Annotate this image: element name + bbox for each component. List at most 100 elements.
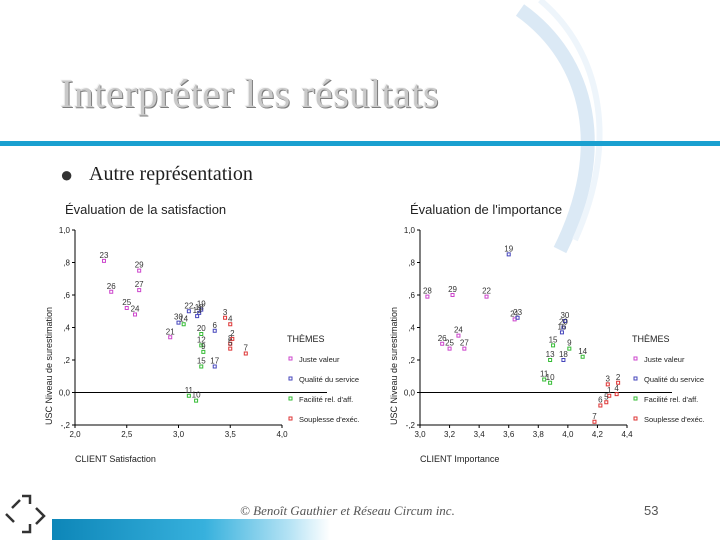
- data-label: 14: [179, 314, 188, 323]
- data-point: [186, 309, 191, 314]
- legend-entry: Juste valeur: [299, 355, 340, 364]
- data-label: 24: [454, 326, 463, 335]
- data-point: [484, 294, 489, 299]
- data-label: 1: [607, 386, 612, 395]
- y-tick-label: ,8: [408, 259, 415, 268]
- data-label: 25: [445, 339, 454, 348]
- x-tick-label: 4,4: [621, 430, 633, 439]
- legend-marker: [633, 376, 638, 381]
- data-point: [456, 333, 461, 338]
- y-tick-label: ,2: [63, 356, 70, 365]
- circum-logo: [5, 494, 46, 534]
- x-tick-label: 4,0: [562, 430, 574, 439]
- data-point: [194, 398, 199, 403]
- data-label: 9: [201, 342, 206, 351]
- data-point: [447, 346, 452, 351]
- data-label: 18: [559, 350, 568, 359]
- x-tick-label: 3,4: [474, 430, 486, 439]
- data-point: [197, 310, 202, 315]
- legend-entry: Facilité rel. d'aff.: [644, 395, 698, 404]
- data-point: [133, 312, 138, 317]
- data-point: [562, 319, 567, 323]
- data-point: [598, 403, 603, 408]
- page-number: 53: [644, 503, 659, 518]
- data-point: [137, 268, 142, 273]
- data-point: [199, 343, 204, 348]
- data-point: [542, 377, 547, 382]
- data-point: [181, 322, 186, 327]
- legend-marker: [288, 356, 293, 361]
- data-point: [616, 380, 621, 385]
- data-label: 5: [604, 392, 609, 401]
- data-point: [109, 289, 114, 294]
- legend-entry: Souplesse d'exéc.: [644, 415, 705, 424]
- data-label: 12: [197, 335, 206, 344]
- data-point: [506, 252, 511, 257]
- x-axis-label: CLIENT Importance: [420, 454, 499, 464]
- legend-entry: Juste valeur: [644, 355, 685, 364]
- slide-title: Interpréter les résultats: [60, 71, 440, 116]
- data-label: 11: [185, 386, 194, 395]
- data-point: [176, 320, 181, 325]
- data-label: 3: [606, 374, 611, 383]
- data-point: [101, 258, 106, 263]
- chart-title: Évaluation de l'importance: [410, 202, 562, 217]
- y-axis-label: USC Niveau de surestimation: [44, 307, 54, 425]
- y-tick-label: ,6: [408, 291, 415, 300]
- x-tick-label: 3,2: [444, 430, 456, 439]
- data-point: [614, 392, 619, 397]
- legend-title: THÈMES: [632, 334, 670, 344]
- satisfaction-chart: Évaluation de la satisfaction 1,0 ,8 ,6 ,4 ,2…: [44, 202, 360, 464]
- data-label: 17: [210, 357, 219, 366]
- y-tick-label: 1,0: [404, 226, 416, 235]
- data-point: [223, 315, 228, 320]
- data-point: [450, 293, 455, 297]
- x-tick-label: 4,2: [592, 430, 604, 439]
- data-point: [548, 358, 553, 362]
- footer-copyright: © Benoît Gauthier et Réseau Circum inc.: [240, 503, 455, 518]
- footer-bar: [52, 519, 330, 540]
- data-label: 14: [578, 347, 587, 356]
- data-label: 4: [614, 384, 619, 393]
- data-label: 10: [192, 391, 201, 400]
- data-label: 27: [135, 280, 144, 289]
- legend-marker: [288, 376, 293, 381]
- data-label: 26: [438, 334, 447, 343]
- data-label: 18: [195, 303, 204, 312]
- y-axis-label: USC Niveau de surestimation: [389, 307, 399, 425]
- data-point: [592, 419, 597, 424]
- data-point: [212, 364, 217, 369]
- data-label: 21: [510, 309, 519, 318]
- y-tick-label: ,4: [63, 324, 70, 333]
- data-point: [228, 346, 233, 351]
- bullet-text: Autre représentation: [89, 163, 253, 185]
- y-tick-label: 0,0: [59, 389, 71, 398]
- y-tick-label: ,2: [408, 356, 415, 365]
- x-tick-label: 2,5: [121, 430, 133, 439]
- data-label: 23: [513, 308, 522, 317]
- data-point: [243, 351, 248, 356]
- legend-marker: [633, 356, 638, 361]
- legend-entry: Qualité du service: [299, 375, 359, 384]
- data-label: 15: [549, 335, 558, 344]
- x-tick-label: 3,8: [533, 430, 545, 439]
- data-label: 5: [228, 339, 233, 348]
- data-point: [462, 346, 467, 351]
- data-point: [580, 354, 585, 359]
- y-tick-label: ,6: [63, 291, 70, 300]
- data-point: [548, 380, 553, 385]
- x-tick-label: 3,0: [173, 430, 185, 439]
- data-point: [186, 393, 191, 398]
- data-label: 10: [546, 373, 555, 382]
- data-label: 25: [122, 298, 131, 307]
- data-label: 7: [592, 412, 597, 421]
- data-label: 6: [212, 321, 217, 330]
- data-label: 2: [616, 373, 621, 382]
- x-tick-label: 3,6: [503, 430, 515, 439]
- data-label: 30: [560, 311, 569, 320]
- x-tick-label: 4,0: [276, 430, 288, 439]
- data-point: [124, 306, 129, 310]
- data-point: [228, 341, 233, 346]
- data-point: [168, 335, 173, 340]
- data-label: 16: [557, 322, 566, 331]
